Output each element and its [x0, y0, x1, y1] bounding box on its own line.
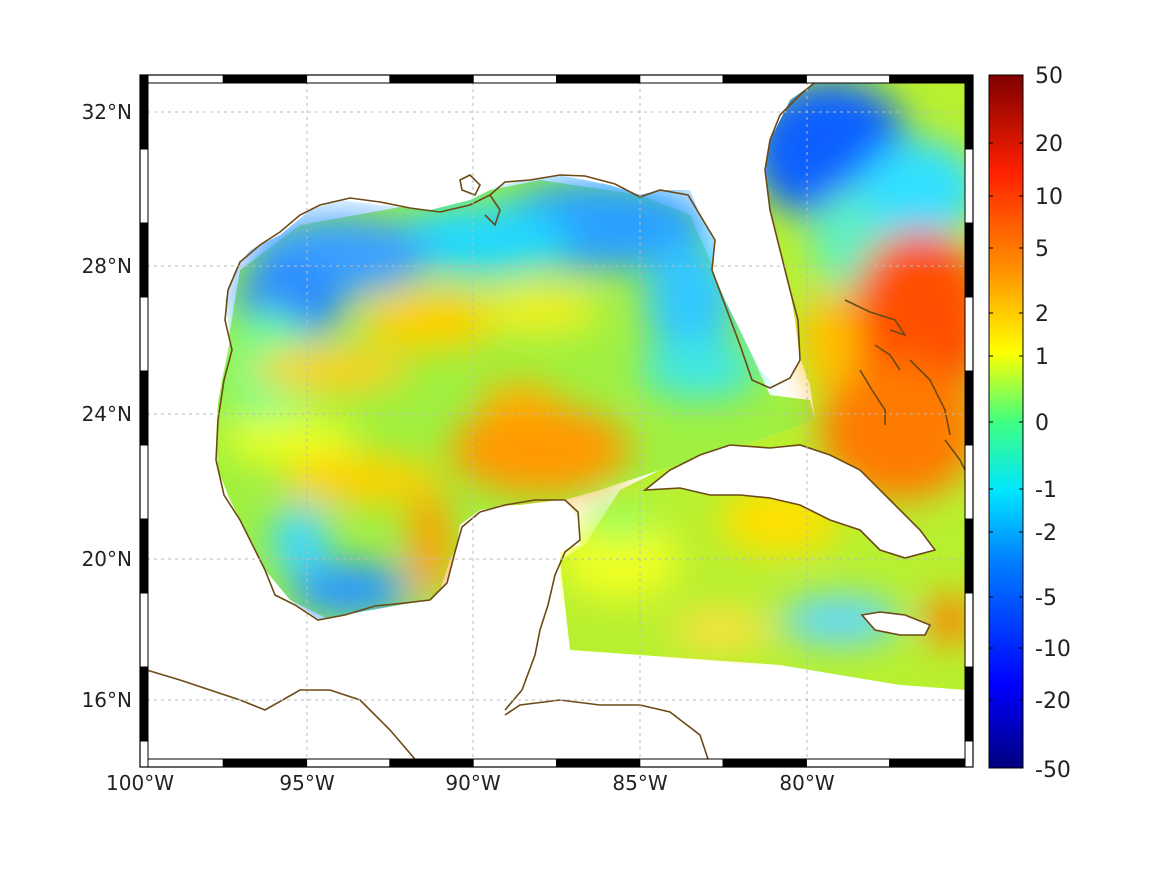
frame-segment [472, 758, 558, 768]
frame-segment [306, 74, 391, 84]
frame-segment [639, 758, 724, 768]
frame-segment [964, 148, 974, 224]
frame-segment [889, 758, 974, 768]
frame-segment [722, 74, 807, 84]
frame-segment [139, 444, 149, 520]
lon-tick-label: 85°W [612, 771, 667, 795]
frame-segment [964, 222, 974, 298]
frame-segment [556, 758, 641, 768]
bahamas-island-2 [859, 369, 886, 425]
frame-segment [964, 296, 974, 372]
frame-segment [222, 74, 308, 84]
frame-segment [964, 74, 974, 150]
jamaica-coastline [860, 611, 932, 636]
colorbar-tick-label: -20 [1035, 689, 1071, 714]
lon-tick-label: 100°W [106, 771, 174, 795]
frame-segment [472, 74, 558, 84]
lat-tick-label: 16°N [82, 688, 132, 712]
frame-segment [889, 74, 974, 84]
frame-segment [139, 222, 149, 298]
bahamas-island-4 [874, 344, 901, 371]
honduras-coast [504, 699, 711, 766]
colorbar-tick-label: 20 [1035, 132, 1063, 157]
frame-segment [139, 74, 224, 84]
frame-segment [389, 758, 474, 768]
bahamas-island-3 [909, 359, 951, 436]
mississippi-delta [484, 194, 501, 227]
jamaica-land [862, 612, 930, 635]
frame-segment [139, 758, 224, 768]
lon-tick-labels: 100°W 95°W 90°W 85°W 80°W [106, 771, 835, 795]
frame-segment [964, 592, 974, 668]
cuba-coastline [642, 444, 937, 559]
colorbar-tick-label: -5 [1035, 586, 1057, 611]
colorbar-tick-label: -50 [1035, 758, 1071, 783]
colorbar-tick-label: -2 [1035, 521, 1057, 546]
frame-segment [964, 666, 974, 742]
colorbar-tick-label: 2 [1035, 302, 1049, 327]
frame-segment [805, 758, 891, 768]
frame-segment [639, 74, 724, 84]
lon-tick-label: 80°W [779, 771, 834, 795]
bahamas-island-1 [844, 299, 907, 337]
colorbar-tick-label: 1 [1035, 345, 1049, 370]
frame-segment [556, 74, 641, 84]
frame-segment [722, 758, 807, 768]
lon-tick-label: 95°W [279, 771, 334, 795]
map-frame [139, 74, 974, 768]
lon-tick-label: 90°W [445, 771, 500, 795]
colorbar-tick-label: 10 [1035, 185, 1063, 210]
frame-segment [139, 148, 149, 224]
colorbar-tick-label: -1 [1035, 478, 1057, 503]
frame-segment [964, 740, 974, 768]
lat-tick-label: 32°N [82, 100, 132, 124]
colorbar-gradient [989, 75, 1023, 768]
frame-segment [139, 74, 149, 150]
louisiana-marsh [459, 174, 481, 197]
frame-segment [139, 518, 149, 594]
frame-segment [306, 758, 391, 768]
colorbar-ticks [988, 74, 1024, 769]
coastlines [139, 77, 971, 766]
frame-segment [139, 666, 149, 742]
colorbar-tick-label: 0 [1035, 411, 1049, 436]
colorbar-outline [988, 74, 1024, 769]
frame-segment [222, 758, 308, 768]
colorbar-tick-label: 50 [1035, 64, 1063, 89]
lat-tick-label: 28°N [82, 254, 132, 278]
frame-segment [964, 444, 974, 520]
frame-segment [964, 370, 974, 446]
gulf-coastline [215, 77, 821, 711]
colorbar-tick-label: 5 [1035, 237, 1049, 262]
colorbar: 50 20 10 5 2 1 0 -1 -2 -5 -10 -20 -50 [988, 64, 1071, 783]
frame-segment [139, 740, 149, 768]
data-field [215, 80, 973, 690]
grid-lines [140, 75, 973, 767]
lat-tick-labels: 32°N 28°N 24°N 20°N 16°N [82, 100, 132, 712]
lat-tick-label: 24°N [82, 402, 132, 426]
frame-segment [964, 518, 974, 594]
frame-segment [139, 592, 149, 668]
frame-segment [805, 74, 891, 84]
lat-tick-label: 20°N [82, 547, 132, 571]
colorbar-tick-label: -10 [1035, 637, 1071, 662]
frame-outline [139, 74, 974, 768]
frame-segment [139, 296, 149, 372]
frame-segment [389, 74, 474, 84]
frame-segment [139, 370, 149, 446]
